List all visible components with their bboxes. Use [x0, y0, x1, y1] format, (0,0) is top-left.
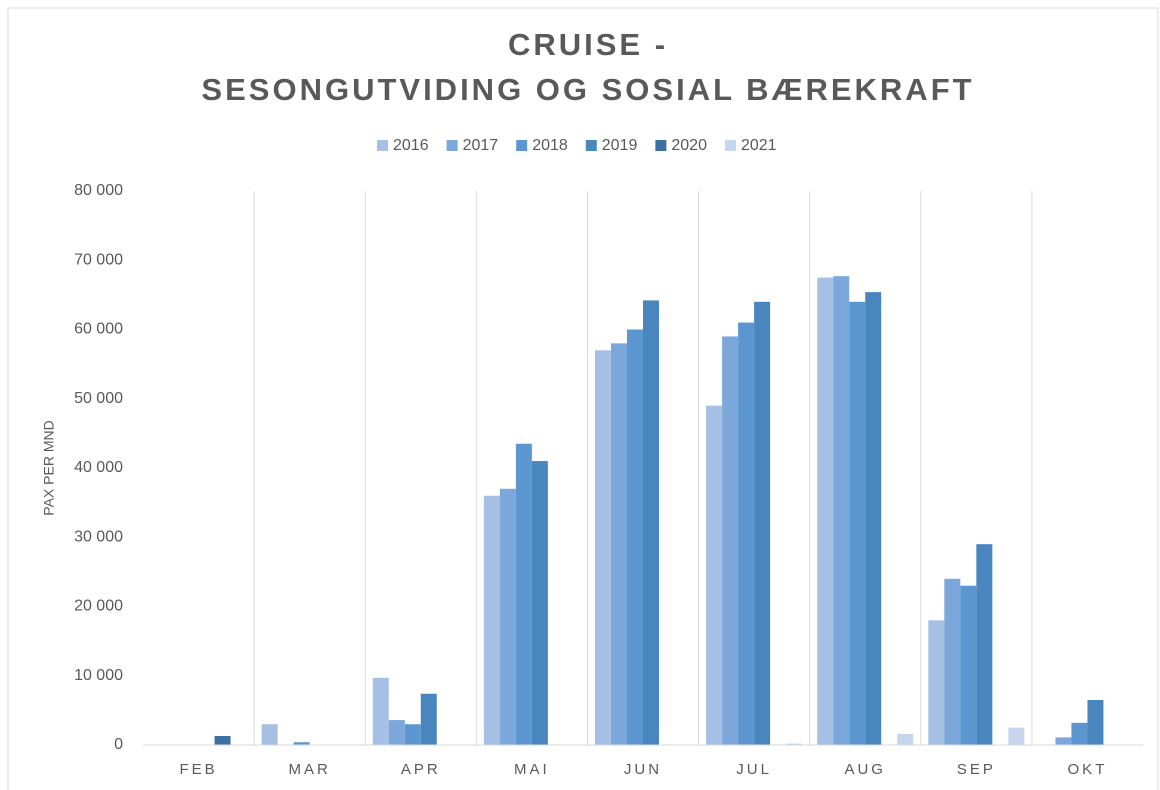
- bar: [483, 495, 500, 745]
- bar: [960, 585, 977, 745]
- legend-label: 2020: [671, 137, 707, 154]
- bar: [817, 277, 834, 745]
- x-tick-label: OKT: [1068, 761, 1108, 778]
- y-tick-label: 50 000: [74, 390, 123, 407]
- bar: [976, 544, 993, 745]
- bar: [372, 677, 389, 745]
- x-tick-label: SEP: [957, 761, 996, 778]
- bar: [897, 733, 914, 745]
- bar: [293, 742, 310, 745]
- bar: [595, 350, 611, 745]
- bar: [754, 301, 771, 745]
- y-tick-label: 10 000: [74, 667, 123, 684]
- x-tick-label: JUN: [624, 761, 662, 778]
- x-tick-label: MAR: [288, 761, 330, 778]
- bar: [928, 620, 945, 745]
- legend-swatch: [655, 140, 667, 151]
- y-tick-label: 0: [114, 736, 123, 753]
- y-tick-label: 40 000: [74, 459, 123, 476]
- x-tick-label: APR: [401, 761, 441, 778]
- bar: [722, 336, 739, 745]
- bar: [515, 443, 532, 745]
- bar: [531, 461, 548, 745]
- bar: [944, 578, 961, 745]
- chart-title: SESONGUTVIDING OG SOSIAL BÆREKRAFT: [201, 72, 974, 107]
- legend-label: 2016: [393, 137, 429, 154]
- bar: [499, 488, 516, 745]
- bar: [420, 693, 437, 745]
- bar: [611, 343, 627, 745]
- legend-label: 2018: [532, 137, 568, 154]
- bar: [706, 405, 723, 745]
- bar: [849, 301, 866, 745]
- bar: [865, 292, 882, 745]
- chart-title: CRUISE -: [508, 27, 668, 62]
- legend-swatch: [724, 140, 736, 151]
- y-tick-label: 80 000: [74, 182, 123, 199]
- bar: [833, 276, 850, 745]
- bar: [1055, 737, 1072, 745]
- bar: [1071, 722, 1088, 745]
- y-axis-label: PAX PER MND: [41, 420, 57, 515]
- x-tick-label: AUG: [844, 761, 886, 778]
- bar: [643, 300, 659, 745]
- bar: [214, 735, 231, 745]
- legend-swatch: [377, 140, 388, 151]
- y-tick-label: 30 000: [74, 528, 123, 545]
- legend-swatch: [446, 140, 458, 151]
- bar: [261, 724, 278, 745]
- x-tick-label: JUL: [736, 761, 772, 778]
- legend-label: 2019: [602, 137, 638, 154]
- bar: [1008, 727, 1025, 745]
- y-tick-label: 20 000: [74, 598, 123, 615]
- x-tick-label: MAI: [514, 761, 550, 778]
- bar: [1087, 699, 1104, 745]
- bar: [738, 322, 755, 745]
- y-tick-label: 60 000: [74, 321, 123, 338]
- bar: [786, 743, 803, 745]
- legend-swatch: [516, 140, 528, 151]
- legend-label: 2021: [741, 137, 777, 154]
- x-tick-label: FEB: [179, 761, 217, 778]
- y-tick-label: 70 000: [74, 251, 123, 268]
- legend-label: 2017: [463, 137, 499, 154]
- legend-swatch: [585, 140, 597, 151]
- bar: [404, 724, 421, 745]
- bar: [388, 720, 405, 745]
- bar: [627, 329, 643, 745]
